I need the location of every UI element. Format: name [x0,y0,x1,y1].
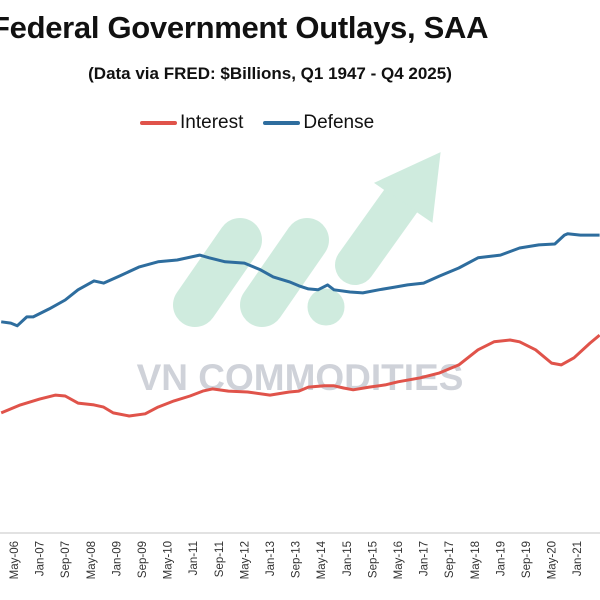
x-tick-label: May-06 [9,541,21,579]
legend-label-defense: Defense [303,112,375,133]
x-tick-label: Jan-07 [35,541,47,576]
legend-label-interest: Interest [180,112,244,133]
x-tick-label: Jan-19 [495,541,507,576]
x-tick-label: May-20 [547,541,559,579]
chart-title: Federal Government Outlays, SAA [0,10,489,45]
x-tick-label: May-12 [239,541,251,579]
legend: Interest Defense [140,112,374,134]
watermark-bar-2 [240,218,329,327]
watermark-arrow-shaft [335,175,425,285]
legend-swatch-interest [140,121,177,125]
watermark-bar-1 [173,218,262,327]
x-tick-label: May-14 [316,540,328,579]
x-tick-label: Sep-07 [60,541,72,578]
x-tick-label: Sep-13 [291,541,303,578]
x-tick-label: Sep-17 [444,541,456,578]
x-tick-label: Sep-15 [367,541,379,578]
x-tick-label: Sep-11 [214,541,226,577]
watermark-dot [307,288,345,326]
x-tick-label: Jan-15 [342,541,354,576]
x-tick-label: Jan-11 [188,541,200,575]
legend-item-defense: Defense [263,112,374,134]
x-tick-label: Jan-13 [265,541,277,576]
x-tick-label: May-10 [163,541,175,579]
x-tick-label: Jan-21 [572,541,584,576]
watermark-logo [173,152,441,327]
series-line-defense [0,232,600,328]
x-tick-label: Sep-19 [521,541,533,578]
series-line-interest [0,333,600,418]
x-tick-label: May-16 [393,541,405,579]
x-tick-label: Sep-09 [137,541,149,578]
x-tick-label: Jan-17 [419,541,431,576]
chart-subtitle: (Data via FRED: $Billions, Q1 1947 - Q4 … [88,64,452,83]
watermark-arrow-head [373,152,441,223]
x-tick-label: May-18 [470,541,482,579]
legend-swatch-defense [263,121,301,125]
legend-item-interest: Interest [140,112,243,134]
x-tick-label: May-08 [86,541,98,579]
x-tick-label: Jan-09 [111,541,123,576]
